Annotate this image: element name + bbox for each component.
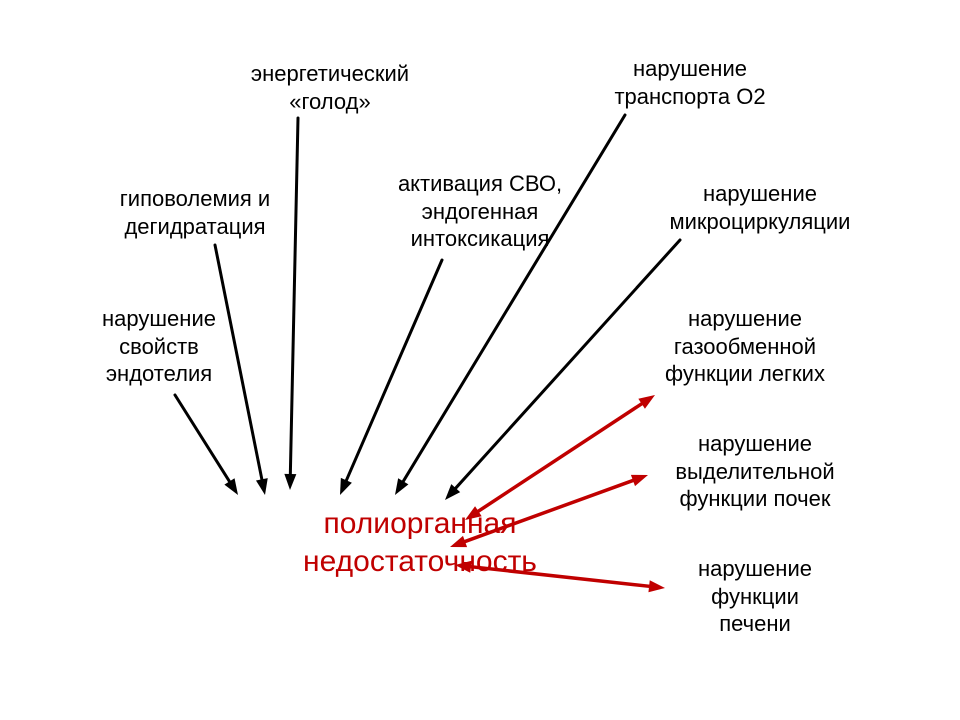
label-endothelium: нарушение свойств эндотелия	[84, 305, 234, 388]
label-liver: нарушение функции печени	[655, 555, 855, 638]
label-kidneys: нарушение выделительной функции почек	[630, 430, 880, 513]
label-hypovolemia: гиповолемия и дегидратация	[95, 185, 295, 240]
label-microcirc: нарушение микроциркуляции	[640, 180, 880, 235]
label-energy: энергетический «голод»	[220, 60, 440, 115]
arrow-a-lungs	[465, 395, 655, 520]
central-label: полиорганная недостаточность	[290, 505, 550, 580]
label-o2transport: нарушение транспорта О2	[580, 55, 800, 110]
label-sirs: активация СВО, эндогенная интоксикация	[370, 170, 590, 253]
label-lungs: нарушение газообменной функции легких	[620, 305, 870, 388]
arrow-a-sirs	[340, 260, 442, 495]
arrow-a-energy	[284, 118, 298, 490]
arrow-a-endothelium	[175, 395, 238, 495]
